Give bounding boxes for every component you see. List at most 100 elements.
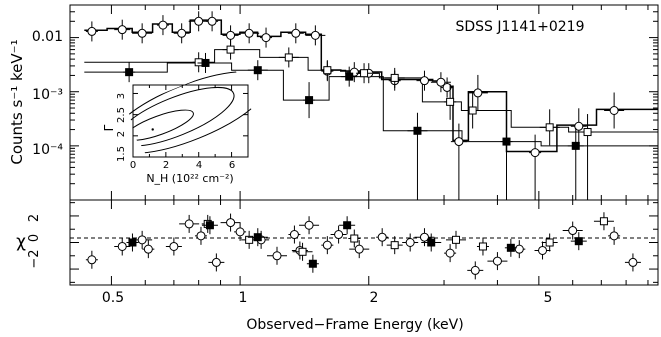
- open-square-marker: [545, 238, 554, 247]
- x-tick-label: 5: [544, 290, 553, 306]
- open-circle-marker: [117, 241, 127, 251]
- open-circle-marker: [405, 238, 415, 247]
- open-circle-marker: [609, 106, 619, 116]
- open-circle-marker: [244, 28, 254, 38]
- inset-frame: [132, 84, 249, 158]
- open-circle-marker: [334, 230, 344, 240]
- filled-square-marker: [345, 72, 354, 81]
- filled-square-marker: [201, 58, 210, 67]
- residual-ylabel: χ: [16, 232, 26, 252]
- open-circle-marker: [211, 257, 221, 267]
- open-circle-marker: [609, 231, 619, 241]
- filled-square-marker: [574, 237, 583, 246]
- open-circle-marker: [574, 121, 584, 131]
- open-square-marker: [599, 217, 608, 226]
- filled-square-marker: [343, 221, 352, 230]
- open-circle-marker: [261, 33, 271, 43]
- inset-panel: 0 2 4 6 1.5 2 2.5 3 N_H (10²² cm⁻²) Γ: [102, 71, 261, 185]
- spectrum-y-ticks: [70, 4, 658, 201]
- confidence-contour: [124, 86, 235, 147]
- open-circle-marker: [568, 226, 578, 236]
- open-square-marker: [323, 66, 332, 75]
- open-square-marker: [390, 73, 399, 82]
- open-circle-marker: [628, 257, 638, 267]
- open-circle-marker: [289, 230, 299, 240]
- filled-square-marker: [502, 137, 511, 146]
- object-title: SDSS J1141+0219: [455, 19, 584, 35]
- filled-square-marker: [253, 233, 262, 242]
- open-square-marker: [446, 97, 455, 106]
- open-square-marker: [226, 45, 235, 54]
- open-circle-marker: [226, 218, 236, 228]
- y-tick-label: 10⁻³: [32, 87, 63, 103]
- confidence-contour: [126, 71, 261, 154]
- residual-panel: 2 0 −2 χ: [16, 199, 659, 286]
- open-circle-marker: [354, 244, 364, 254]
- inset-x-tick: 4: [196, 160, 202, 171]
- open-circle-marker: [143, 244, 153, 254]
- open-square-marker: [245, 235, 254, 244]
- inset-y-tick: 1.5: [116, 146, 127, 162]
- open-circle-marker: [419, 232, 429, 242]
- inset-y-tick: 2.5: [116, 107, 127, 123]
- inset-xlabel: N_H (10²² cm⁻²): [146, 172, 233, 185]
- open-square-marker: [468, 106, 477, 115]
- open-square-marker: [452, 235, 461, 244]
- open-circle-marker: [272, 251, 282, 261]
- model-step-line: [84, 19, 658, 153]
- open-circle-marker: [473, 88, 483, 98]
- residual-frame: [69, 199, 659, 286]
- open-circle-marker: [454, 137, 464, 147]
- best-fit-point: [151, 128, 154, 131]
- residual-y-tick: −2: [27, 249, 42, 268]
- open-square-marker: [583, 128, 592, 137]
- open-square-marker: [350, 234, 359, 243]
- inset-y-tick: 3: [116, 93, 127, 99]
- open-circle-marker: [377, 232, 387, 242]
- filled-square-marker: [205, 221, 214, 230]
- open-circle-marker: [177, 28, 187, 38]
- filled-square-marker: [128, 238, 137, 247]
- open-circle-marker: [87, 255, 97, 265]
- open-circle-marker: [470, 265, 480, 275]
- open-circle-marker: [117, 25, 127, 35]
- y-tick-label: 10⁻⁴: [32, 142, 63, 158]
- inset-ticks: [132, 85, 249, 158]
- open-circle-marker: [158, 20, 168, 30]
- filled-square-marker: [427, 238, 436, 247]
- filled-square-marker: [305, 96, 314, 105]
- x-ticks: [110, 5, 649, 285]
- filled-square-marker: [125, 68, 134, 77]
- inset-x-tick: 2: [163, 160, 169, 171]
- open-square-marker: [390, 241, 399, 250]
- x-tick-label: 2: [370, 290, 379, 306]
- filled-square-marker: [571, 141, 580, 150]
- open-circle-marker: [322, 240, 332, 250]
- open-circle-marker: [194, 16, 204, 26]
- open-circle-marker: [235, 227, 245, 237]
- residual-y-tick: 2: [27, 214, 42, 222]
- residual-points: [85, 212, 641, 280]
- inset-x-tick: 0: [130, 160, 136, 171]
- inset-x-tick: 6: [229, 160, 235, 171]
- open-circle-marker: [538, 245, 548, 255]
- open-circle-marker: [304, 220, 314, 230]
- open-circle-marker: [310, 30, 320, 40]
- open-circle-marker: [184, 219, 194, 229]
- filled-square-marker: [413, 126, 422, 135]
- open-circle-marker: [419, 76, 429, 86]
- filled-square-marker: [506, 243, 515, 252]
- x-tick-label: 0.5: [102, 290, 124, 306]
- spectrum-panel: 0.01 10⁻³ 10⁻⁴ Counts s⁻¹ keV⁻¹ SDSS J11…: [8, 4, 659, 201]
- open-square-marker: [298, 247, 307, 256]
- spectrum-ylabel: Counts s⁻¹ keV⁻¹: [8, 39, 26, 164]
- spectrum-points: [85, 11, 625, 200]
- open-circle-marker: [169, 241, 179, 251]
- open-circle-marker: [226, 30, 236, 40]
- residual-y-ticks: [70, 202, 658, 283]
- y-tick-label: 0.01: [32, 29, 63, 45]
- open-circle-marker: [530, 148, 540, 158]
- open-circle-marker: [436, 77, 446, 87]
- open-circle-marker: [137, 235, 147, 245]
